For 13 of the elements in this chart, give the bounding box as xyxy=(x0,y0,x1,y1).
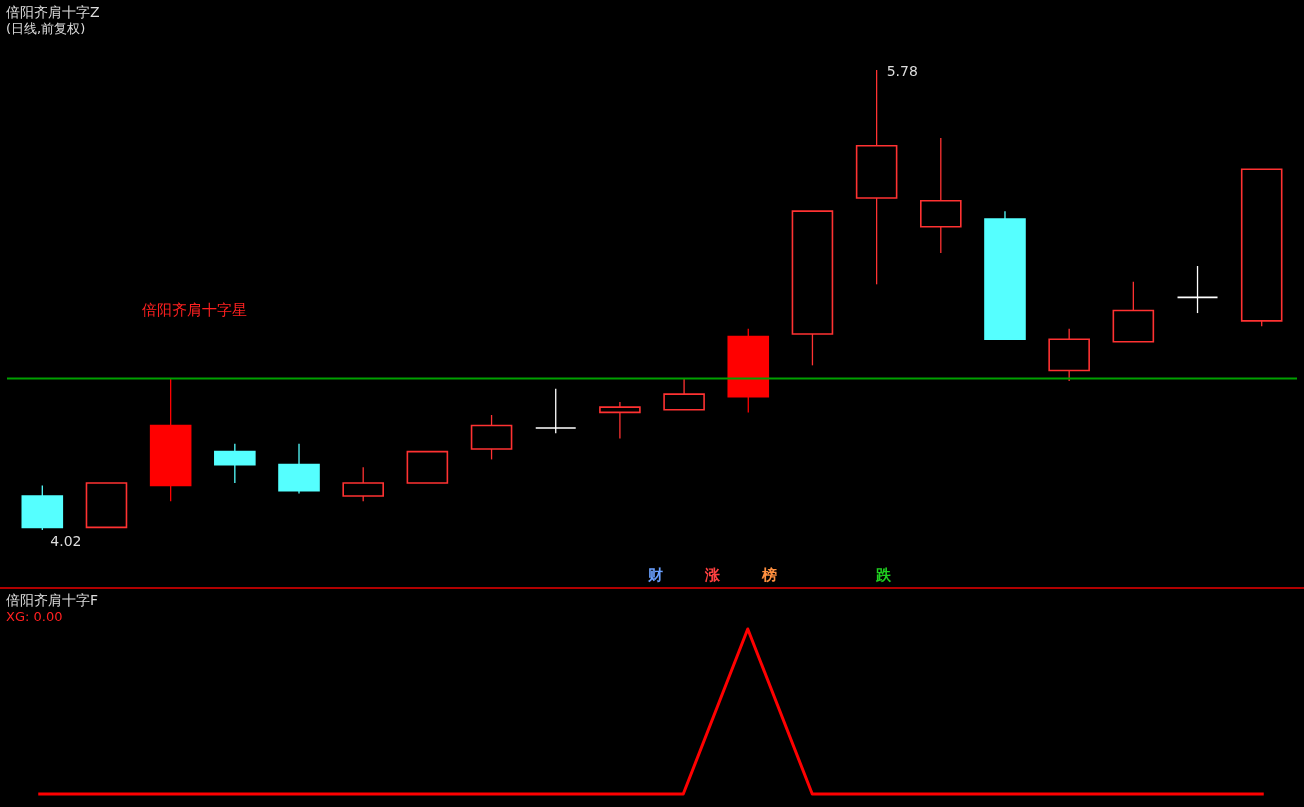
text: 财 xyxy=(646,566,663,584)
text: 榜 xyxy=(760,566,777,584)
annotation: 倍阳齐肩十字星 xyxy=(142,301,247,319)
text: 跌 xyxy=(874,566,892,584)
candlestick xyxy=(599,401,641,440)
chart-subtitle: XG: 0.00 xyxy=(6,608,63,624)
chart-subtitle: (日线,前复权) xyxy=(6,21,86,36)
candlestick xyxy=(920,137,962,254)
text: 涨 xyxy=(703,566,721,584)
chart-title: 倍阳齐肩十字F xyxy=(6,591,99,608)
chart-title: 倍阳齐肩十字Z xyxy=(6,4,100,20)
annotation: 5.78 xyxy=(886,63,918,79)
text: 4.02 xyxy=(50,533,82,549)
